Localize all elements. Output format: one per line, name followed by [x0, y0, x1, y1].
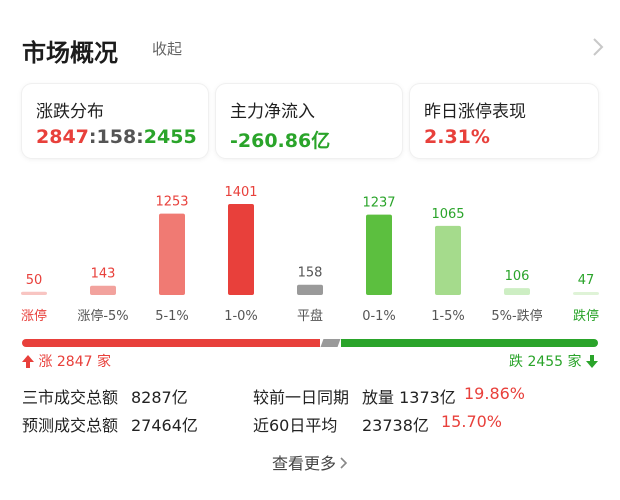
total-turnover-value: 8287亿: [131, 388, 188, 407]
forecast-turnover-label: 预测成交总额: [22, 416, 119, 435]
chart-value-label: 143: [91, 267, 116, 282]
chevron-right-icon[interactable]: [588, 36, 608, 58]
chart-category-label: 平盘: [297, 308, 323, 324]
up-down-ratio-bar: [22, 339, 598, 347]
vs-previous-day-label: 较前一日同期: [253, 388, 350, 407]
main-flow-card[interactable]: 主力净流入 -260.86亿: [216, 84, 402, 158]
chart-category-label: 0-1%: [362, 309, 396, 324]
up-count-label: 涨 2847 家: [22, 351, 111, 371]
chart-bar: [90, 285, 116, 295]
distribution-flat-count: 158: [96, 126, 137, 148]
chart-value-label: 106: [505, 269, 530, 284]
chart-category-label: 涨停: [21, 308, 47, 324]
arrow-down-icon: [586, 355, 598, 368]
ratio-down-segment: [340, 339, 598, 347]
down-count-label: 跌 2455 家: [509, 351, 598, 371]
ratio-up-segment: [22, 339, 321, 347]
main-flow-card-label: 主力净流入: [230, 102, 315, 122]
limit-up-card-value: 2.31%: [424, 126, 490, 148]
chart-category-label: 涨停-5%: [77, 308, 128, 324]
distribution-card-label: 涨跌分布: [36, 102, 104, 122]
limit-up-card[interactable]: 昨日涨停表现 2.31%: [410, 84, 598, 158]
chart-category-label: 5-1%: [155, 309, 189, 324]
stat-row: 预测成交总额 27464亿 近60日平均 23738亿 15.70%: [0, 412, 620, 436]
distribution-bar-chart: 50 涨停 143 涨停-5% 1253 5-1% 1401 1-0% 158 平盘 1237 0-1…: [21, 185, 599, 324]
distribution-card[interactable]: 涨跌分布 2847:158:2455: [22, 84, 208, 158]
chart-category-label: 1-5%: [431, 309, 465, 324]
chart-value-label: 50: [26, 273, 43, 288]
chart-bar: [228, 204, 254, 295]
view-more-label: 查看更多: [271, 454, 336, 473]
chart-bar: [21, 291, 47, 295]
chart-bar: [435, 225, 461, 295]
chart-bar: [573, 291, 599, 295]
chart-category-label: 跌停: [573, 308, 599, 324]
distribution-separator: :: [136, 126, 144, 148]
sixty-day-average-percent: 15.70%: [441, 412, 503, 431]
stat-row: 三市成交总额 8287亿 较前一日同期 放量 1373亿 19.86%: [0, 384, 620, 408]
forecast-turnover-value: 27464亿: [131, 416, 198, 435]
market-overview-header: 市场概况 收起: [0, 0, 620, 90]
chart-bar: [504, 288, 530, 295]
ratio-labels: 涨 2847 家 跌 2455 家: [0, 351, 620, 371]
view-more-button[interactable]: 查看更多: [0, 450, 620, 474]
ratio-flat-segment: [320, 339, 341, 347]
up-count-text: 涨 2847 家: [38, 354, 111, 370]
chart-value-label: 1401: [224, 185, 257, 200]
page-title: 市场概况: [22, 39, 118, 67]
sixty-day-average-label: 近60日平均: [253, 416, 338, 435]
distribution-card-value: 2847:158:2455: [36, 126, 197, 148]
distribution-separator: :: [88, 126, 97, 148]
chart-bar: [366, 214, 392, 295]
arrow-up-icon: [22, 355, 34, 368]
chart-value-label: 1065: [431, 207, 464, 222]
volume-increase-value: 放量 1373亿: [362, 388, 456, 407]
chart-value-label: 47: [578, 273, 595, 288]
chart-value-label: 158: [298, 266, 323, 281]
chart-value-label: 1237: [362, 196, 395, 211]
volume-increase-percent: 19.86%: [464, 384, 526, 403]
distribution-up-count: 2847: [36, 126, 89, 148]
chart-bar: [297, 284, 323, 295]
limit-up-card-label: 昨日涨停表现: [424, 102, 526, 122]
chart-value-label: 1253: [155, 195, 188, 210]
chart-bar: [159, 213, 185, 295]
chart-category-label: 5%-跌停: [491, 308, 542, 324]
distribution-down-count: 2455: [143, 126, 197, 148]
collapse-button[interactable]: 收起: [152, 40, 183, 58]
down-count-text: 跌 2455 家: [509, 354, 582, 370]
main-flow-card-value: -260.86亿: [230, 130, 331, 152]
sixty-day-average-value: 23738亿: [362, 416, 429, 435]
chevron-right-icon: [340, 457, 348, 469]
chart-category-label: 1-0%: [224, 309, 258, 324]
total-turnover-label: 三市成交总额: [22, 388, 119, 407]
